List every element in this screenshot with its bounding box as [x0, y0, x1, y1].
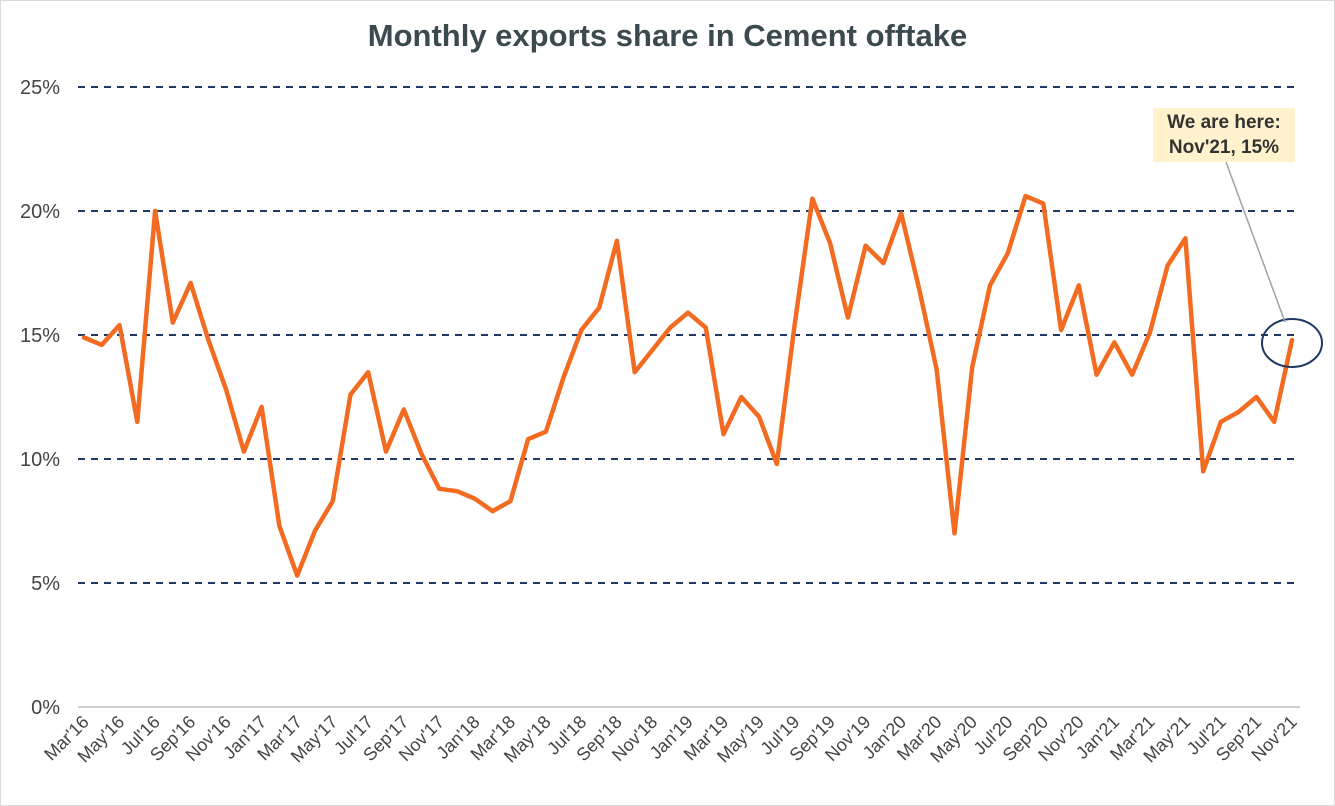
annotation-callout: We are here: Nov'21, 15%	[1153, 108, 1295, 162]
series-layer	[81, 193, 1295, 578]
annotation-line1: We are here:	[1167, 112, 1281, 133]
chart-title: Monthly exports share in Cement offtake	[367, 18, 968, 53]
x-axis: Mar'16May'16Jul'16Sep'16Nov'16Jan'17Mar'…	[40, 712, 1301, 767]
y-tick-label: 25%	[20, 77, 60, 99]
highlight-circle	[1261, 317, 1323, 368]
y-axis: 0% 5% 10% 15% 20% 25%	[20, 77, 60, 719]
series-line	[81, 193, 1295, 578]
callout-leader-line	[1225, 161, 1286, 323]
y-tick-label: 20%	[20, 201, 60, 223]
y-tick-label: 15%	[20, 325, 60, 347]
annotation-line2: Nov'21, 15%	[1168, 137, 1280, 158]
y-tick-label: 0%	[31, 697, 60, 719]
y-tick-label: 10%	[20, 449, 60, 471]
annotation-layer	[1225, 161, 1323, 368]
gridlines	[78, 86, 1300, 708]
y-tick-label: 5%	[31, 573, 60, 595]
